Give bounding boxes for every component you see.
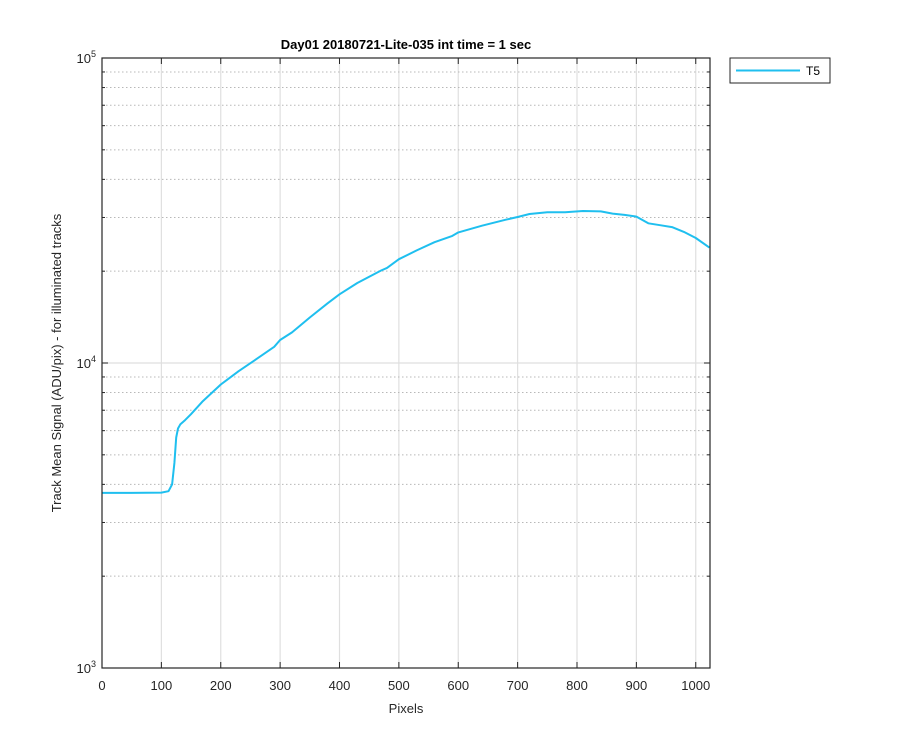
x-tick-label: 700 bbox=[507, 678, 529, 693]
legend[interactable]: T5 bbox=[729, 57, 831, 84]
legend-label-t5: T5 bbox=[806, 64, 820, 78]
x-tick-labels: 0 100 200 300 400 500 600 700 800 900 1000 bbox=[98, 678, 710, 693]
y-tick-label: 103 bbox=[77, 659, 96, 676]
y-axis-label: Track Mean Signal (ADU/pix) - for illumi… bbox=[49, 213, 64, 512]
x-axis-label: Pixels bbox=[389, 701, 424, 716]
x-tick-label: 1000 bbox=[681, 678, 710, 693]
tick-layer bbox=[101, 57, 710, 669]
series-layer bbox=[102, 210, 710, 494]
x-tick-label: 0 bbox=[98, 678, 105, 693]
y-tick-label: 104 bbox=[77, 354, 96, 371]
x-tick-label: 200 bbox=[210, 678, 232, 693]
y-tick-label: 105 bbox=[77, 49, 96, 66]
series-line-t5 bbox=[102, 210, 710, 494]
x-tick-label: 400 bbox=[329, 678, 351, 693]
x-tick-label: 300 bbox=[269, 678, 291, 693]
x-tick-label: 900 bbox=[626, 678, 648, 693]
grid-layer bbox=[102, 58, 710, 668]
chart-title: Day01 20180721-Lite-035 int time = 1 sec bbox=[281, 37, 531, 52]
x-tick-label: 600 bbox=[447, 678, 469, 693]
y-tick-labels: 103 104 105 bbox=[77, 49, 96, 676]
x-tick-label: 100 bbox=[151, 678, 173, 693]
x-tick-label: 500 bbox=[388, 678, 410, 693]
x-tick-label: 800 bbox=[566, 678, 588, 693]
